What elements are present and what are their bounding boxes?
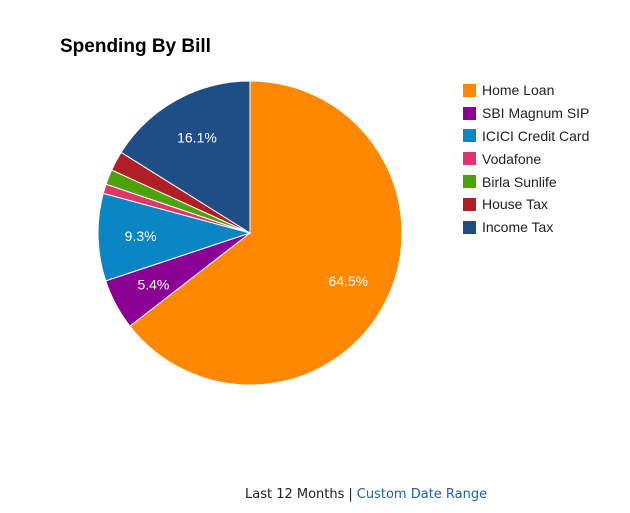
- legend-label: SBI Magnum SIP: [482, 105, 590, 122]
- legend-label: Income Tax: [482, 219, 554, 236]
- chart-legend: Home Loan SBI Magnum SIP ICICI Credit Ca…: [463, 79, 589, 239]
- legend-item-house-tax: House Tax: [463, 193, 589, 216]
- legend-item-icici-credit-card: ICICI Credit Card: [463, 125, 589, 148]
- legend-swatch-icon: [463, 197, 476, 211]
- chart-title: Spending By Bill: [60, 36, 211, 57]
- legend-swatch-icon: [463, 106, 476, 120]
- custom-date-range-link[interactable]: Custom Date Range: [356, 487, 488, 502]
- slice-percent-label: 9.3%: [125, 228, 157, 244]
- slice-percent-label: 16.1%: [177, 129, 217, 145]
- legend-label: Birla Sunlife: [482, 173, 557, 190]
- legend-item-sbi-magnum-sip: SBI Magnum SIP: [463, 102, 589, 125]
- legend-swatch-icon: [463, 83, 476, 97]
- legend-item-vodafone: Vodafone: [463, 147, 589, 170]
- pie-slice-income-tax[interactable]: [120, 80, 251, 234]
- legend-swatch-icon: [463, 175, 476, 189]
- legend-item-income-tax: Income Tax: [463, 216, 589, 239]
- pie-slice-home-loan[interactable]: [129, 80, 403, 386]
- slice-percent-label: 64.5%: [328, 273, 368, 289]
- date-range-footer: Last 12 Months | Custom Date Range: [245, 487, 487, 502]
- legend-label: Home Loan: [482, 82, 555, 99]
- legend-swatch-icon: [463, 220, 476, 234]
- slice-percent-label: 5.4%: [137, 277, 169, 293]
- legend-item-birla-sunlife: Birla Sunlife: [463, 170, 589, 193]
- pie-slice-icici-credit-card[interactable]: [97, 192, 252, 282]
- legend-item-home-loan: Home Loan: [463, 79, 589, 102]
- legend-swatch-icon: [463, 129, 476, 143]
- legend-label: House Tax: [482, 196, 548, 213]
- last-12-months-label: Last 12 Months: [245, 487, 345, 502]
- legend-label: Vodafone: [482, 150, 542, 167]
- legend-label: ICICI Credit Card: [482, 127, 590, 144]
- separator: |: [348, 487, 353, 502]
- legend-swatch-icon: [463, 152, 476, 166]
